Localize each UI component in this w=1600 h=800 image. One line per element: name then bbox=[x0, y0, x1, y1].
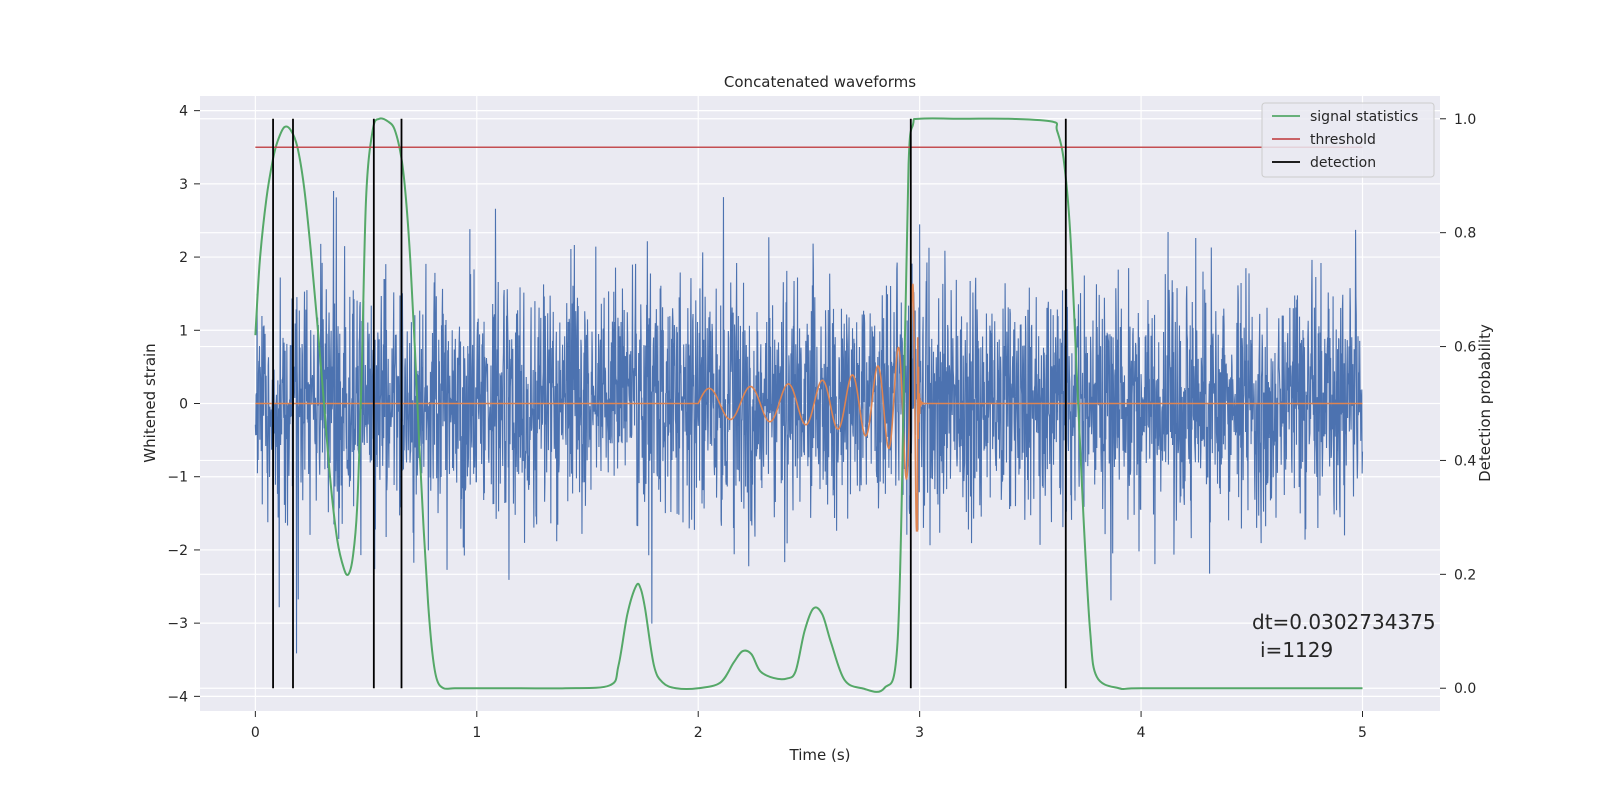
series-strain-line bbox=[254, 190, 1364, 654]
y2-tick-label: 0.4 bbox=[1454, 453, 1476, 469]
series-layer bbox=[254, 117, 1364, 693]
x-tick-label: 2 bbox=[694, 725, 703, 741]
y-tick-label: 1 bbox=[179, 323, 188, 339]
y2-tick-label: 1.0 bbox=[1454, 112, 1476, 128]
annotation-dt: dt=0.0302734375 bbox=[1252, 610, 1436, 634]
y2-tick-label: 0.2 bbox=[1454, 567, 1476, 583]
series-chirp-line bbox=[255, 283, 1363, 532]
legend-label-threshold: threshold bbox=[1310, 132, 1376, 148]
y-axis-label: Whitened strain bbox=[141, 343, 159, 462]
legend-label-signal-statistics: signal statistics bbox=[1310, 109, 1418, 125]
legend: signal statistics threshold detection bbox=[1261, 102, 1435, 178]
x-tick-label: 4 bbox=[1137, 725, 1146, 741]
chart-title: Concatenated waveforms bbox=[724, 73, 916, 91]
legend-box bbox=[1261, 102, 1435, 178]
y2-tick-label: 0.6 bbox=[1454, 340, 1476, 356]
x-tick-label: 3 bbox=[915, 725, 924, 741]
y2-tick-label: 0.8 bbox=[1454, 226, 1476, 242]
y-tick-label: 0 bbox=[179, 397, 188, 413]
y-tick-label: −2 bbox=[167, 543, 188, 559]
ticks: 0 1 2 3 4 5 −4 −3 −2 −1 0 1 2 3 4 0.0 0.2 0.4 0.6 0.8 1.0 bbox=[167, 104, 1476, 741]
x-tick-label: 0 bbox=[251, 725, 260, 741]
x-axis-label: Time (s) bbox=[789, 746, 851, 764]
series-signal-statistics-line bbox=[254, 117, 1363, 693]
y-tick-label: −3 bbox=[167, 616, 188, 632]
y-tick-label: 3 bbox=[179, 177, 188, 193]
y-tick-label: −4 bbox=[167, 689, 188, 705]
x-tick-label: 5 bbox=[1358, 725, 1367, 741]
y-tick-label: 2 bbox=[179, 250, 188, 266]
annotation-index: i=1129 bbox=[1260, 638, 1333, 662]
x-tick-label: 1 bbox=[472, 725, 481, 741]
legend-label-detection: detection bbox=[1310, 155, 1376, 171]
y-tick-label: −1 bbox=[167, 470, 188, 486]
y-tick-label: 4 bbox=[179, 104, 188, 120]
y2-axis-label: Detection probability bbox=[1476, 324, 1494, 482]
y2-tick-label: 0.0 bbox=[1454, 681, 1476, 697]
